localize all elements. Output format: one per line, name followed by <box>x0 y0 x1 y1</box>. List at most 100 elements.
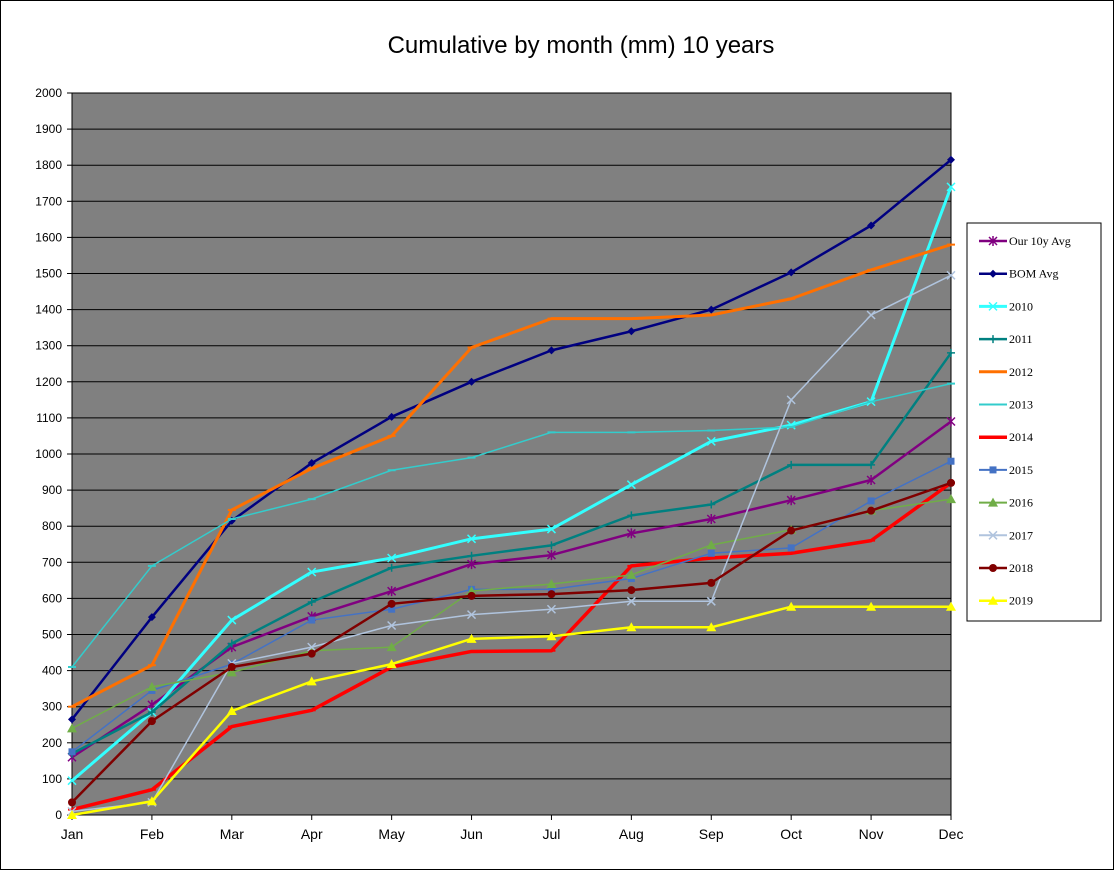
legend-label: 2016 <box>1009 496 1033 510</box>
data-point <box>626 596 636 606</box>
series-line <box>71 186 953 782</box>
data-point <box>227 615 237 625</box>
legend-entry: 2012 <box>979 365 1033 379</box>
y-tick-label: 100 <box>42 772 62 786</box>
data-point <box>547 585 555 593</box>
data-point <box>946 494 956 504</box>
data-point <box>386 642 397 652</box>
data-point <box>466 633 477 643</box>
data-point <box>627 327 636 336</box>
series-line <box>71 243 952 709</box>
x-tick-label: Mar <box>220 826 244 842</box>
data-point <box>947 348 955 357</box>
legend-swatch-marker <box>988 595 998 605</box>
data-point <box>786 601 797 611</box>
data-point <box>147 708 156 717</box>
series-line <box>71 605 951 817</box>
y-tick-label: 0 <box>55 808 62 822</box>
data-point <box>626 569 637 579</box>
data-point <box>626 480 636 490</box>
data-point <box>866 601 877 611</box>
data-point <box>706 513 716 524</box>
data-point <box>946 270 956 280</box>
data-point <box>68 715 76 724</box>
data-point <box>867 497 875 505</box>
data-point <box>706 436 716 446</box>
y-tick-label: 300 <box>42 700 62 714</box>
data-point <box>306 676 317 686</box>
x-tick-label: Jun <box>460 826 483 842</box>
data-point <box>867 506 876 515</box>
data-point <box>627 511 636 520</box>
data-point <box>866 310 876 320</box>
legend-swatch-marker <box>988 301 998 311</box>
data-point <box>467 559 477 570</box>
legend-label: 2013 <box>1009 398 1033 412</box>
legend-swatch-marker <box>988 497 998 507</box>
legend-label: 2017 <box>1009 528 1033 542</box>
series-2017 <box>67 270 956 816</box>
data-point <box>308 616 316 624</box>
data-point <box>626 622 637 632</box>
data-point <box>387 563 396 572</box>
x-tick-label: Oct <box>780 826 802 842</box>
series-line <box>71 481 952 804</box>
data-point <box>307 642 317 652</box>
plot-area: 0 100 200 300 400 500 600 700 800 900 1000 1100 1200… <box>35 86 963 842</box>
data-point <box>146 796 157 806</box>
x-tick-label: Feb <box>140 826 164 842</box>
data-point <box>946 182 956 192</box>
data-point <box>307 567 317 577</box>
data-point <box>707 305 716 314</box>
legend-entry: 2017 <box>979 528 1033 542</box>
data-point <box>467 377 476 386</box>
y-tick-label: 1800 <box>35 158 62 172</box>
data-point <box>786 495 796 506</box>
y-tick-label: 900 <box>42 483 62 497</box>
data-point <box>706 596 716 606</box>
y-tick-label: 400 <box>42 664 62 678</box>
x-tick-label: Jan <box>61 826 84 842</box>
data-point <box>146 681 157 691</box>
data-point <box>867 460 876 469</box>
data-point <box>67 723 77 733</box>
chart-title: Cumulative by month (mm) 10 years <box>388 32 775 59</box>
legend-entry: BOM Avg <box>979 267 1058 281</box>
series-2014 <box>68 481 955 812</box>
x-tick-label: Nov <box>859 826 884 842</box>
data-point <box>706 539 717 549</box>
data-point <box>947 457 955 465</box>
data-point <box>386 659 397 669</box>
y-tick-label: 1600 <box>35 230 62 244</box>
legend-label: 2010 <box>1009 299 1033 313</box>
y-tick-label: 1900 <box>35 122 62 136</box>
data-point <box>787 268 796 277</box>
data-point <box>68 748 76 756</box>
data-point <box>946 416 956 427</box>
data-point <box>467 551 476 560</box>
legend-label: 2011 <box>1009 332 1033 346</box>
legend-swatch-marker <box>989 564 997 572</box>
y-tick-label: 200 <box>42 736 62 750</box>
data-point <box>467 591 476 600</box>
legend-swatch-marker <box>988 530 998 540</box>
x-tick-label: Dec <box>939 826 964 842</box>
data-point <box>307 459 316 468</box>
data-point <box>626 528 636 539</box>
data-point <box>787 460 796 469</box>
legend-entry: Our 10y Avg <box>979 234 1071 248</box>
data-point <box>387 599 396 608</box>
legend-entry: 2011 <box>979 332 1033 346</box>
legend-entry: 2018 <box>979 561 1033 575</box>
data-point <box>546 524 556 534</box>
legend-box <box>966 222 1102 622</box>
data-point <box>946 601 956 611</box>
legend-swatch-marker <box>989 335 997 344</box>
data-point <box>388 605 396 613</box>
legend-swatch-marker <box>988 236 998 246</box>
x-tick-label: Apr <box>301 826 323 842</box>
series-2010 <box>67 182 956 786</box>
y-tick-label: 500 <box>42 628 62 642</box>
legend-entry: 2013 <box>979 398 1033 412</box>
